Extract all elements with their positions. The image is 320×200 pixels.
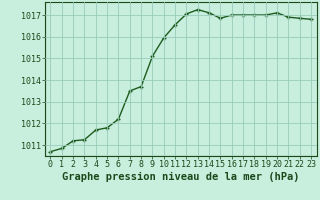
X-axis label: Graphe pression niveau de la mer (hPa): Graphe pression niveau de la mer (hPa) [62, 172, 300, 182]
